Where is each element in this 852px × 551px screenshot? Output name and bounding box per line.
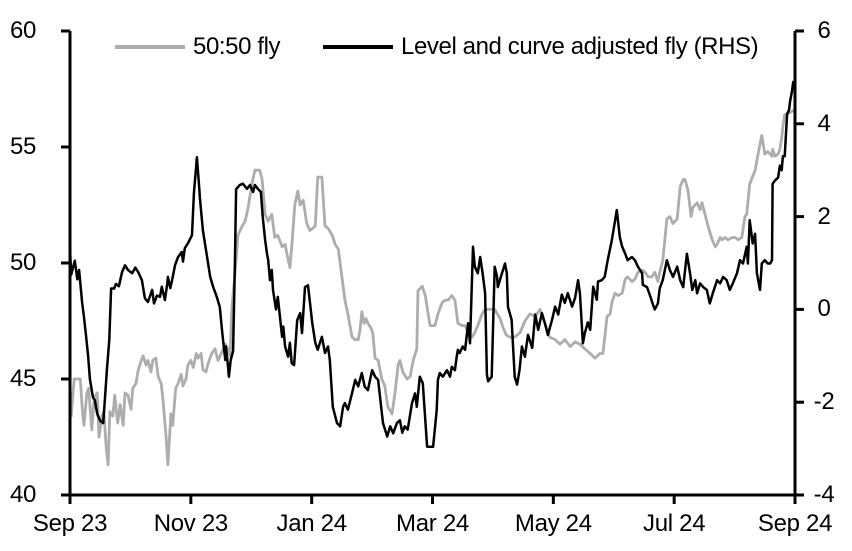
legend-label: Level and curve adjusted fly (RHS) xyxy=(401,33,759,60)
left-axis-tick-label: 55 xyxy=(9,133,37,160)
series-line-level-and-curve-adjusted-fly-rhs- xyxy=(68,80,797,448)
legend: 50:50 fly Level and curve adjusted fly (… xyxy=(0,33,852,61)
right-axis-tick-label: 6 xyxy=(817,17,831,44)
left-axis-tick-label: 60 xyxy=(9,17,37,44)
x-axis-tick-label: Sep 23 xyxy=(32,510,108,537)
right-axis-tick-label: -2 xyxy=(813,388,835,416)
legend-item-level-curve-adjusted-fly: Level and curve adjusted fly (RHS) xyxy=(323,33,759,61)
x-axis-tick-label: May 24 xyxy=(514,510,592,537)
legend-swatch-black-line xyxy=(323,45,393,49)
x-axis-tick-label: Mar 24 xyxy=(396,510,469,537)
right-axis-tick-label: 0 xyxy=(817,295,831,323)
left-axis-tick-label: 40 xyxy=(9,481,37,508)
legend-label: 50:50 fly xyxy=(193,33,281,60)
x-axis-tick-label: Jan 24 xyxy=(276,510,348,537)
series-line-50-50-fly xyxy=(68,108,797,467)
right-axis-tick-label: 2 xyxy=(817,202,831,230)
legend-item-50-50-fly: 50:50 fly xyxy=(115,33,281,61)
left-axis-tick-label: 50 xyxy=(9,249,37,276)
x-axis-tick-label: Jul 24 xyxy=(643,510,706,537)
right-axis-tick-label: -4 xyxy=(813,481,835,508)
x-axis-tick-label: Nov 23 xyxy=(153,510,229,537)
legend-swatch-gray-line xyxy=(115,45,185,49)
right-axis-tick-label: 4 xyxy=(817,109,831,137)
x-axis-tick-label: Sep 24 xyxy=(757,510,833,537)
left-axis-tick-label: 45 xyxy=(9,365,37,392)
